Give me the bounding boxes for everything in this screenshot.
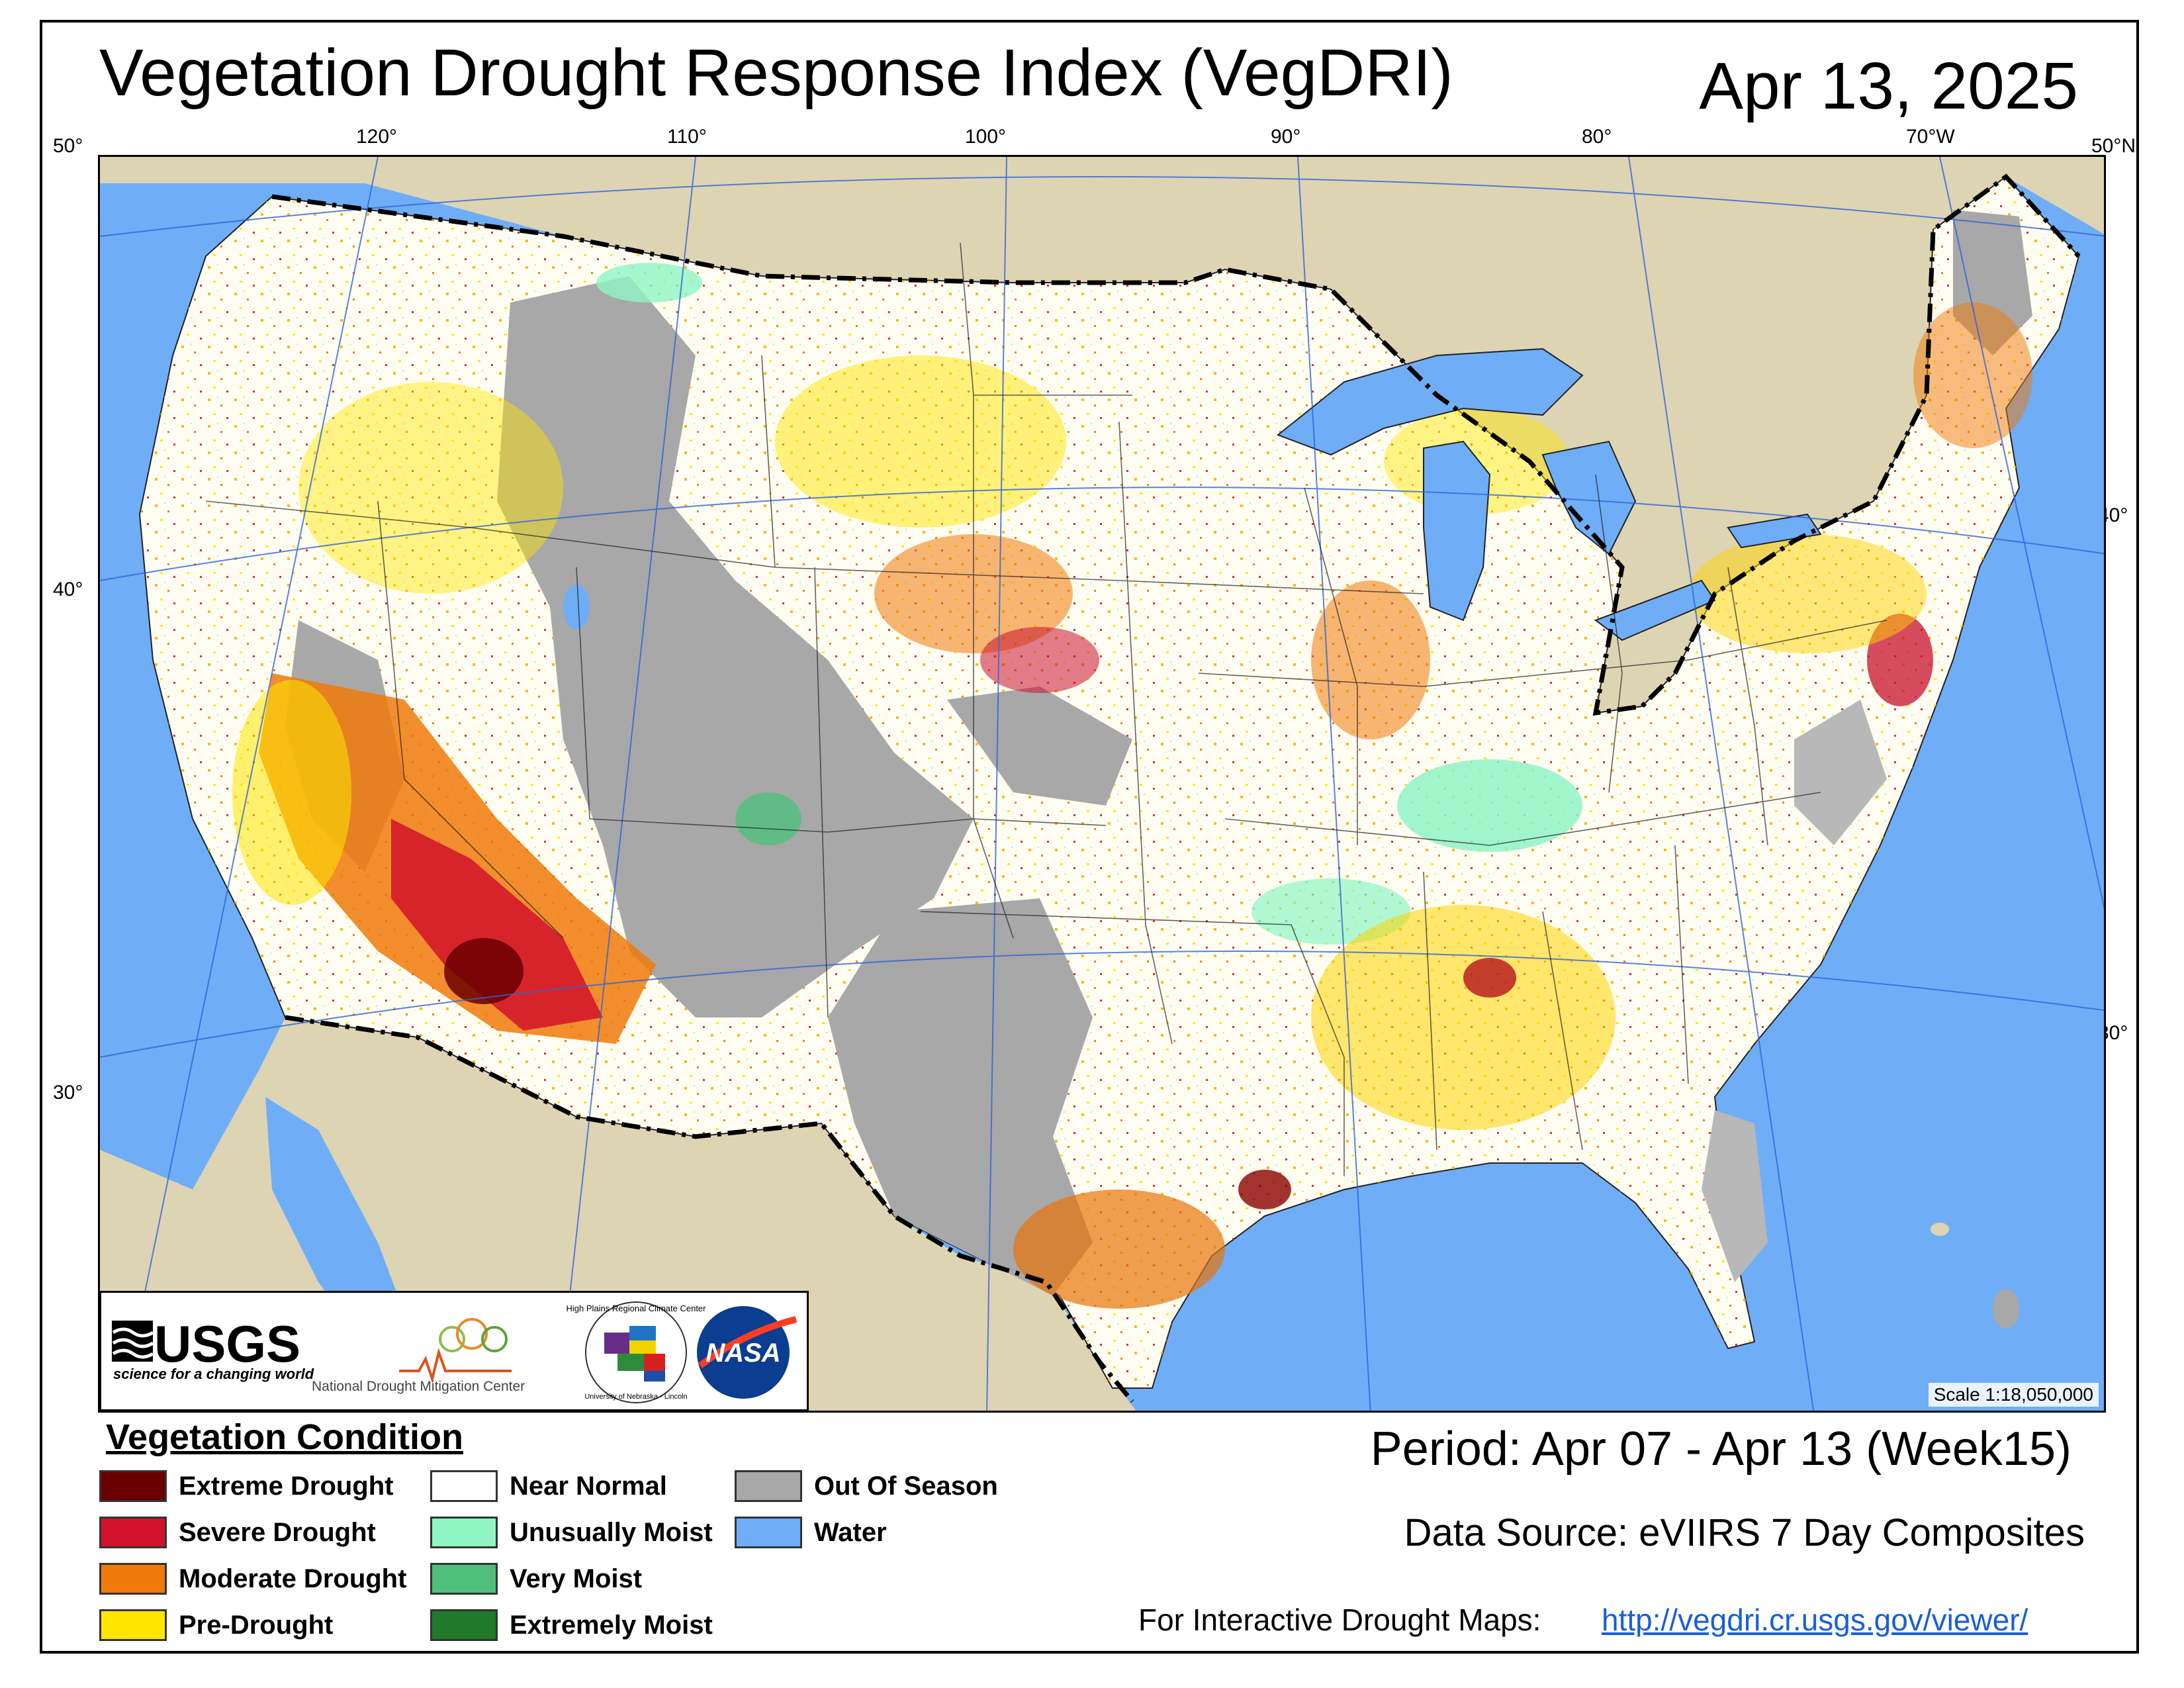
viewer-link[interactable]: http://vegdri.cr.usgs.gov/viewer/ [1602, 1603, 2028, 1637]
logo-graphics: USGS science for a changing world Nation… [112, 1301, 797, 1403]
legend-item: Severe Drought [99, 1515, 376, 1550]
interactive-maps-label: For Interactive Drought Maps: [1138, 1603, 1541, 1637]
legend-item: Moderate Drought [99, 1561, 406, 1597]
moderate-drought-texas [1013, 1190, 1225, 1309]
latitude-label: 50° [53, 135, 83, 157]
moderate-drought-mississippi [1463, 958, 1516, 998]
legend-label: Extreme Drought [179, 1471, 394, 1501]
ndmc-logo: National Drought Mitigation Center [312, 1318, 525, 1394]
legend-item: Out Of Season [735, 1468, 998, 1504]
legend-swatch [99, 1563, 167, 1595]
extreme-drought-arizona [444, 938, 523, 1004]
map-graphic [100, 157, 2104, 1411]
great-salt-lake [563, 585, 590, 630]
out-of-season-rockies [497, 276, 974, 1017]
longitude-label: 70°W [1906, 126, 1955, 148]
latitude-label: 50°N [2091, 135, 2136, 157]
legend-label: Water [814, 1517, 887, 1547]
lake-erie [1594, 579, 1716, 641]
legend-swatch [735, 1470, 802, 1502]
international-border [271, 173, 2081, 1403]
pre-drought-california [232, 680, 351, 905]
legend-label: Pre-Drought [179, 1610, 334, 1640]
legend-swatch [735, 1517, 802, 1548]
very-moist-colorado [735, 792, 801, 845]
legend-item: Very Moist [430, 1561, 642, 1597]
longitude-label: 120° [356, 126, 398, 148]
unusually-moist-arkansas [1251, 878, 1410, 945]
hprcc-sub: University of Nebraska - Lincoln [584, 1393, 687, 1401]
latitude-label: 40° [53, 579, 83, 600]
legend-label: Severe Drought [179, 1517, 376, 1547]
ndmc-name: National Drought Mitigation Center [312, 1379, 525, 1394]
usgs-logo: USGS science for a changing world [112, 1315, 314, 1382]
legend-label: Extremely Moist [510, 1610, 713, 1640]
usgs-name: USGS [154, 1315, 300, 1373]
graticule [100, 157, 2104, 1411]
severe-drought-kansas [980, 627, 1099, 693]
moderate-drought-new-england [1913, 303, 2032, 448]
legend-swatch [430, 1470, 498, 1502]
hprcc-logo: High Plains Regional Climate Center Univ… [567, 1301, 707, 1403]
hprcc-name: High Plains Regional Climate Center [567, 1303, 707, 1313]
map-frame [40, 20, 2139, 1654]
usgs-tagline: science for a changing world [113, 1366, 314, 1382]
legend-item: Unusually Moist [430, 1515, 713, 1550]
legend-label: Out Of Season [814, 1471, 998, 1501]
map-date: Apr 13, 2025 [1699, 49, 2078, 123]
legend-swatch [430, 1563, 498, 1595]
pre-drought-dakotas [775, 355, 1066, 528]
logo-panel: USGS science for a changing world Nation… [99, 1291, 809, 1411]
legend-item: Extreme Drought [99, 1468, 394, 1504]
out-of-season-plains [947, 686, 1132, 806]
pre-drought-southeast [1311, 905, 1615, 1130]
legend-label: Moderate Drought [179, 1564, 407, 1593]
lake-superior [1277, 348, 1584, 456]
legend-item: Extremely Moist [430, 1607, 713, 1643]
bahamas-island [1993, 1289, 2019, 1329]
legend-item: Near Normal [430, 1468, 667, 1504]
out-of-season-florida [1702, 1110, 1768, 1282]
map-scale: Scale 1:18,050,000 [1928, 1383, 2099, 1407]
legend-swatch [99, 1470, 167, 1502]
legend-label: Very Moist [510, 1564, 643, 1593]
state-boundaries [205, 242, 1888, 1176]
legend-title: Vegetation Condition [106, 1417, 463, 1457]
longitude-label: 100° [965, 126, 1007, 148]
pre-drought-northwest [298, 382, 563, 594]
data-source-text: Data Source: eVIIRS 7 Day Composites [1404, 1511, 2085, 1554]
out-of-season-texas [828, 898, 1093, 1295]
nasa-name: NASA [705, 1338, 780, 1368]
canada-land [100, 157, 2104, 713]
lake-michigan [1423, 440, 1491, 622]
pre-drought-pennsylvania [1688, 534, 1927, 653]
longitude-label: 90° [1271, 126, 1301, 148]
lake-ontario [1727, 513, 1822, 549]
unusually-moist-montana [596, 263, 702, 303]
severe-drought-arizona [391, 819, 603, 1031]
legend-swatch [99, 1517, 167, 1548]
legend-swatch [99, 1609, 167, 1641]
out-of-season-appalachia [1794, 700, 1887, 845]
legend-item: Pre-Drought [99, 1607, 333, 1643]
legend-item: Water [735, 1515, 887, 1550]
map-title: Vegetation Drought Response Index (VegDR… [99, 36, 1453, 110]
longitude-label: 110° [667, 126, 707, 148]
unusually-moist-kentucky [1397, 759, 1582, 852]
legend-label: Unusually Moist [510, 1517, 713, 1547]
nasa-logo: NASA [697, 1306, 797, 1399]
longitude-label: 80° [1582, 126, 1612, 148]
vegdri-map[interactable]: Scale 1:18,050,000 [98, 155, 2106, 1413]
latitude-label: 30° [53, 1082, 83, 1103]
period-text: Period: Apr 07 - Apr 13 (Week15) [1370, 1423, 2071, 1476]
legend-label: Near Normal [510, 1471, 667, 1501]
severe-drought-houston [1238, 1170, 1291, 1209]
bahamas-island [1931, 1223, 1949, 1236]
legend-swatch [430, 1517, 498, 1548]
legend-swatch [430, 1609, 498, 1641]
moderate-drought-illinois [1311, 581, 1430, 739]
